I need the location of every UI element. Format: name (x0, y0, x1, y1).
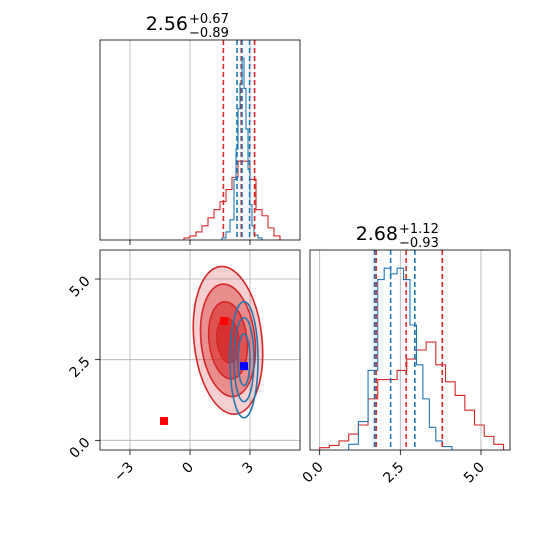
x-tick-label: 0.0 (300, 459, 327, 486)
x-tick-label: 2.5 (380, 459, 407, 486)
title-value: 2.56 (146, 13, 188, 35)
plot-area (183, 40, 281, 240)
plot-area (319, 250, 505, 450)
y-tick-label: 5.0 (67, 273, 94, 300)
histogram-series-1 (221, 57, 263, 240)
panel-title: 2.56 +0.67−0.89 (146, 12, 229, 41)
plot-area (160, 265, 264, 425)
panel-bottom-left: −3 0 3 0.0 2.5 5.0 (67, 249, 301, 485)
y-tick-label: 2.5 (67, 354, 94, 381)
axes-frame (99, 249, 301, 451)
title-value: 2.68 (356, 223, 398, 245)
marker-point-2 (240, 362, 248, 371)
contour-level-1-0 (229, 300, 259, 419)
marker-point-0 (160, 416, 168, 425)
y-tick-label: 0.0 (67, 435, 94, 462)
histogram-series-1 (348, 267, 453, 450)
marker-point-1 (220, 316, 228, 325)
title-lower-error: −0.93 (399, 236, 439, 251)
panel-title: 2.68 +1.12−0.93 (356, 222, 439, 251)
panel-bottom-right: 0.0 2.5 5.0 2.68 +1.12−0.93 (300, 222, 511, 486)
x-tick-label: 5.0 (461, 459, 488, 486)
title-upper-error: +1.12 (399, 222, 439, 237)
title-lower-error: −0.89 (189, 26, 229, 41)
histogram-series-0 (319, 341, 505, 450)
axes-frame (99, 39, 301, 241)
x-tick-label: 0 (179, 459, 197, 477)
x-tick-label: 3 (239, 459, 257, 477)
contour-level-1-1 (233, 316, 255, 403)
histogram-series-0 (183, 160, 281, 240)
axes-frame (309, 249, 511, 451)
x-tick-label: −3 (111, 459, 137, 485)
panel-top-left: 2.56 +0.67−0.89 (99, 12, 301, 245)
contour-level-1-2 (237, 333, 251, 387)
title-upper-error: +0.67 (189, 12, 229, 27)
